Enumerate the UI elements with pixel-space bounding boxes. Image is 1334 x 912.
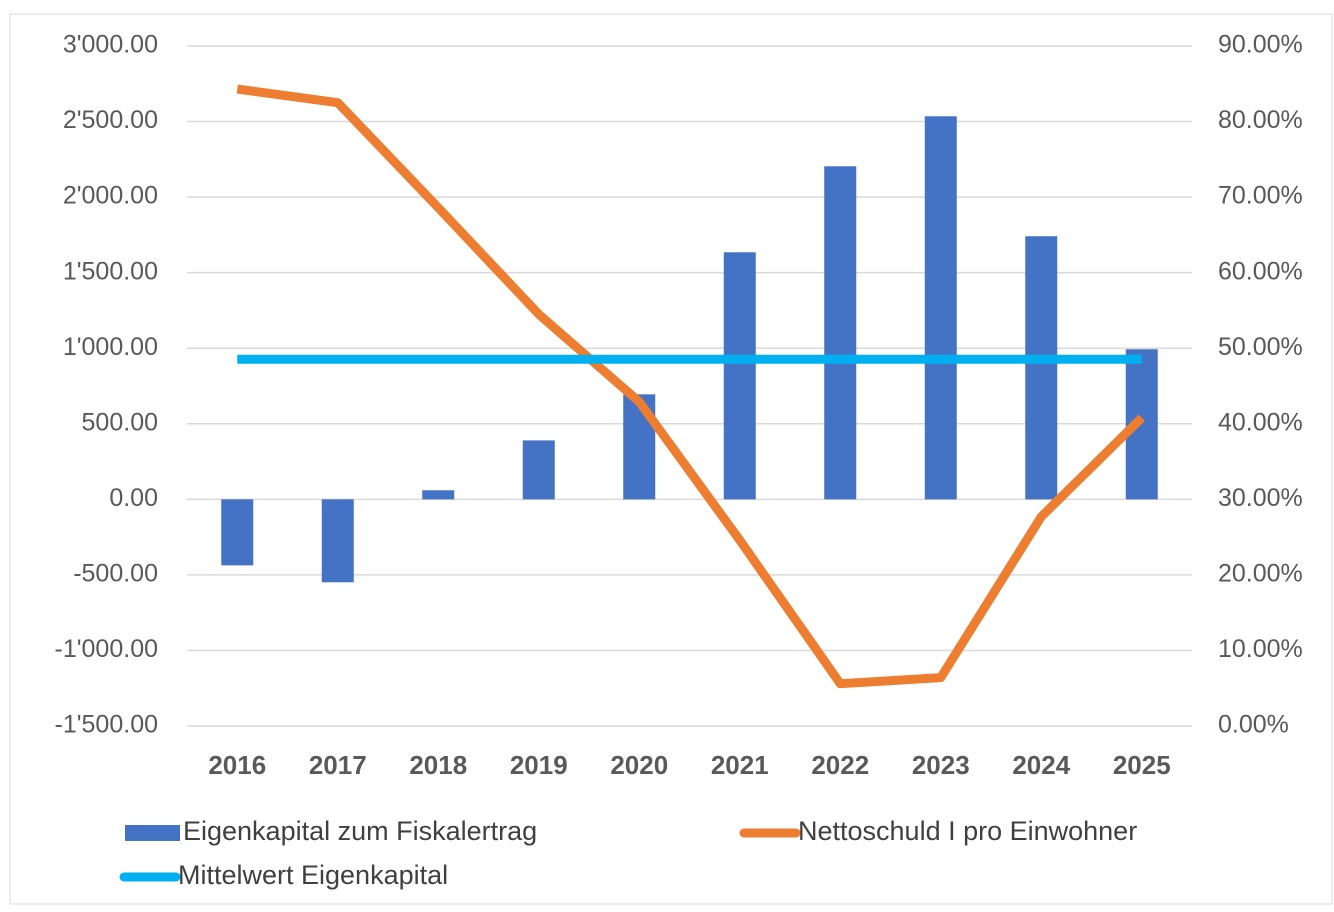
y2-tick-label: 70.00% [1218,182,1303,210]
bar [522,440,555,500]
chart-frame [9,13,1333,905]
x-tick-label: 2021 [711,750,769,780]
x-tick-label: 2022 [811,750,869,780]
x-tick-label: 2016 [208,750,266,780]
y-tick-label: 1'000.00 [63,333,158,361]
bar [1025,236,1058,500]
bar [321,499,354,583]
x-tick-label: 2024 [1012,750,1070,780]
y-tick-label: 2'500.00 [63,106,158,134]
y2-tick-label: 90.00% [1218,31,1303,59]
y2-tick-label: 80.00% [1218,106,1303,134]
bar [924,116,957,500]
y-tick-label: -500.00 [73,559,158,587]
y-tick-label: 500.00 [82,408,158,436]
legend-label: Mittelwert Eigenkapital [178,860,448,890]
x-tick-label: 2019 [510,750,568,780]
x-tick-label: 2020 [610,750,668,780]
y2-tick-label: 50.00% [1218,333,1303,361]
line-series [236,84,1145,689]
x-tick-label: 2018 [409,750,467,780]
y2-tick-label: 20.00% [1218,559,1303,587]
y-tick-label: 1'500.00 [63,257,158,285]
y2-tick-label: 30.00% [1218,484,1303,512]
legend-label: Eigenkapital zum Fiskalertrag [183,816,537,846]
y2-tick-label: 0.00% [1218,711,1289,739]
legend-swatch [125,825,180,841]
y-tick-label: -1'500.00 [55,711,158,739]
y2-tick-label: 60.00% [1218,257,1303,285]
x-tick-label: 2023 [912,750,970,780]
x-tick-label: 2017 [309,750,367,780]
y-tick-label: 3'000.00 [63,31,158,59]
y-tick-label: 0.00 [109,484,158,512]
legend-label: Nettoschuld I pro Einwohner [798,816,1137,846]
bar [221,499,254,566]
y-tick-label: 2'000.00 [63,182,158,210]
y-tick-label: -1'000.00 [55,635,158,663]
y2-tick-label: 40.00% [1218,408,1303,436]
bar [422,490,455,500]
bar [824,166,857,500]
bar [723,252,756,500]
x-tick-label: 2025 [1113,750,1171,780]
y2-tick-label: 10.00% [1218,635,1303,663]
